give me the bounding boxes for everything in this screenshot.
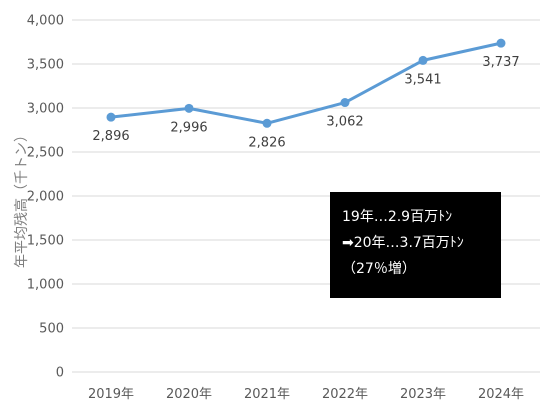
data-point-1 xyxy=(106,112,116,122)
x-tick-label-2: 2020年 xyxy=(166,387,212,402)
data-label-1: 2,896 xyxy=(92,129,129,144)
x-tick-label-5: 2023年 xyxy=(400,387,446,402)
data-label-6: 3,737 xyxy=(482,55,519,70)
y-tick-label-3000: 3,000 xyxy=(27,102,64,117)
y-tick-label-3500: 3,500 xyxy=(27,58,64,73)
y-tick-label-1500: 1,500 xyxy=(27,234,64,249)
annotation-line-3: （27％増） xyxy=(342,261,416,277)
annotation-line-1: 19年…2.9百万ﾄﾝ xyxy=(342,209,453,225)
data-label-4: 3,062 xyxy=(326,115,363,130)
y-tick-label-2500: 2,500 xyxy=(27,146,64,161)
y-axis-label: 年平均残高（千トン） xyxy=(13,128,30,268)
annotation-line-2: ➡20年…3.7百万ﾄﾝ xyxy=(342,235,464,251)
data-labels: 2,896 2,996 2,826 3,062 3,541 3,737 xyxy=(92,55,519,150)
y-tick-label-0: 0 xyxy=(56,366,64,381)
series-line xyxy=(109,41,503,125)
y-tick-labels: 0 500 1,000 1,500 2,000 2,500 3,000 3,500 4,000 xyxy=(27,14,64,381)
x-tick-label-1: 2019年 xyxy=(88,387,134,402)
x-tick-label-3: 2021年 xyxy=(244,387,290,402)
series-line-layer xyxy=(109,41,503,125)
data-label-3: 2,826 xyxy=(248,135,285,150)
data-point-2 xyxy=(184,103,194,113)
data-point-3 xyxy=(262,118,272,128)
data-label-5: 3,541 xyxy=(404,72,441,87)
y-tick-label-4000: 4,000 xyxy=(27,14,64,29)
y-tick-label-1000: 1,000 xyxy=(27,278,64,293)
data-label-2: 2,996 xyxy=(170,120,207,135)
series-points xyxy=(106,38,506,128)
y-tick-label-2000: 2,000 xyxy=(27,190,64,205)
annotation-box: 19年…2.9百万ﾄﾝ ➡20年…3.7百万ﾄﾝ （27％増） xyxy=(330,192,501,298)
data-point-4 xyxy=(340,98,350,108)
x-tick-label-6: 2024年 xyxy=(478,387,524,402)
y-tick-label-500: 500 xyxy=(39,322,64,337)
data-point-5 xyxy=(418,55,428,65)
x-tick-label-4: 2022年 xyxy=(322,387,368,402)
x-tick-labels: 2019年 2020年 2021年 2022年 2023年 2024年 xyxy=(88,387,524,402)
data-point-6 xyxy=(496,38,506,48)
grid-layer xyxy=(72,19,540,373)
